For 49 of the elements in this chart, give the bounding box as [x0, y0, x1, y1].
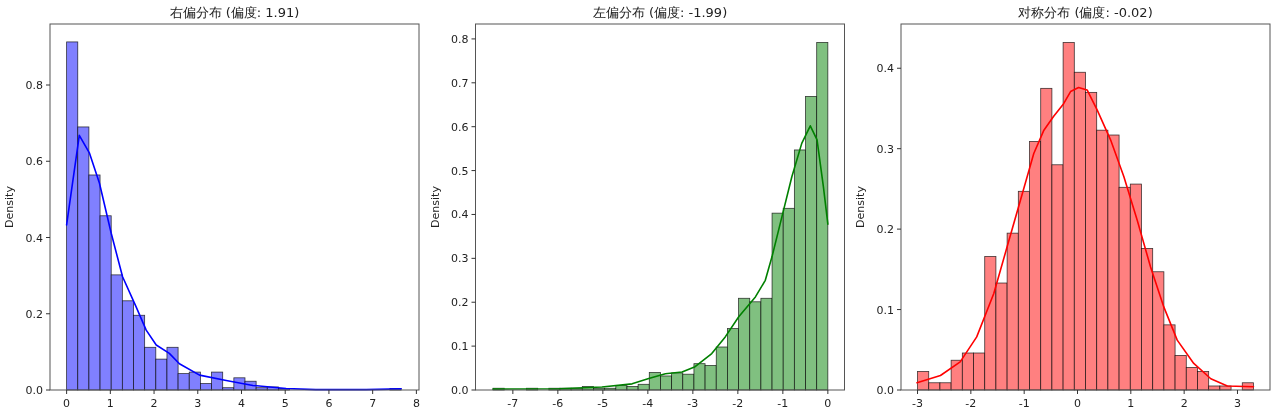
chart-title: 对称分布 (偏度: -0.02) [1018, 5, 1153, 20]
y-tick-label: 0.2 [876, 223, 894, 237]
y-tick-label: 0.0 [876, 384, 894, 397]
x-tick-label: 0 [824, 397, 832, 410]
x-tick-label: 2 [1180, 397, 1188, 410]
x-tick-label: 8 [412, 397, 420, 410]
y-tick-label: 0.5 [451, 164, 469, 178]
x-tick-label: -3 [687, 397, 699, 410]
x-tick-label: -6 [552, 397, 564, 410]
y-tick-label: 0.3 [451, 252, 469, 266]
y-tick-label: 0.4 [451, 208, 469, 222]
x-tick-label: 1 [1127, 397, 1135, 410]
y-tick-label: 0.0 [25, 384, 43, 397]
y-tick-label: 0.3 [876, 142, 894, 156]
x-tick-label: 0 [63, 397, 71, 410]
y-tick-label: 0.1 [451, 340, 469, 354]
x-tick-label: 5 [281, 397, 289, 410]
x-tick-label: -5 [597, 397, 609, 410]
y-tick-label: 0.4 [876, 62, 894, 76]
x-tick-label: 7 [369, 397, 377, 410]
y-tick-label: 0.2 [451, 296, 469, 310]
x-tick-label: 1 [106, 397, 114, 410]
y-tick-label: 0.6 [25, 155, 43, 169]
x-tick-label: 6 [325, 397, 333, 410]
y-tick-label: 0.7 [451, 76, 469, 90]
x-tick-label: -1 [1018, 397, 1030, 410]
x-tick-label: 3 [1233, 397, 1241, 410]
y-axis-title: Density [854, 185, 867, 228]
y-tick-label: 0.4 [25, 231, 43, 245]
y-tick-label: 0.8 [451, 32, 469, 46]
x-tick-label: 4 [238, 397, 245, 410]
x-tick-label: -3 [912, 397, 924, 410]
y-axis-title: Density [428, 185, 442, 228]
x-tick-label: -2 [732, 397, 744, 410]
x-tick-label: -2 [965, 397, 977, 410]
y-tick-label: 0.8 [25, 79, 43, 92]
x-tick-label: 2 [150, 397, 158, 410]
x-tick-label: -7 [507, 397, 519, 410]
y-tick-label: 0.6 [451, 120, 469, 134]
y-axis-title: Density [3, 185, 16, 228]
y-tick-label: 0.2 [25, 307, 43, 321]
x-tick-label: 0 [1074, 397, 1081, 410]
chart-title: 右偏分布 (偏度: 1.91) [169, 5, 300, 20]
x-tick-label: -4 [642, 397, 654, 410]
y-tick-label: 0.1 [876, 303, 894, 317]
x-tick-label: 3 [194, 397, 202, 410]
chart-title: 左偏分布 (偏度: -1.99) [592, 5, 728, 20]
y-tick-label: 0.0 [451, 384, 469, 397]
x-tick-label: -1 [777, 397, 789, 410]
